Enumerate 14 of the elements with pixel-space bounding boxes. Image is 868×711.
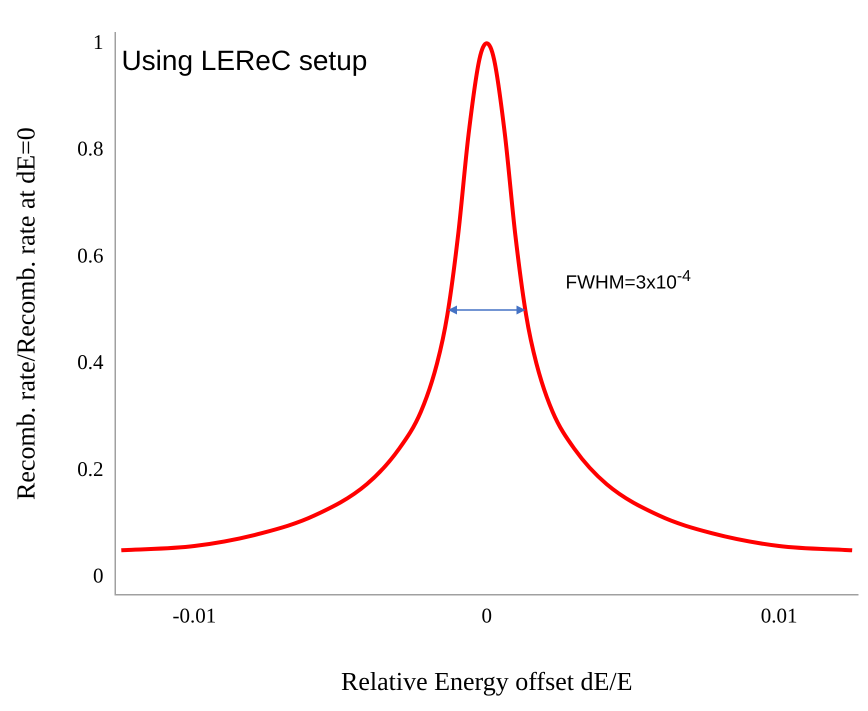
x-axis-title: Relative Energy offset dE/E <box>340 667 632 696</box>
y-tick-label: 1 <box>92 30 104 54</box>
y-axis-title: Recomb. rate/Recomb. rate at dE=0 <box>11 127 40 500</box>
x-tick-label: 0 <box>481 604 492 628</box>
x-tick-label: -0.01 <box>172 604 216 628</box>
annotation: Using LEReC setup <box>121 44 368 77</box>
y-tick-label: 0 <box>92 564 104 588</box>
annotation: FWHM=3x10$^{-4}$ <box>565 268 691 294</box>
y-tick-label: 0.4 <box>77 350 104 374</box>
y-tick-label: 0.2 <box>77 456 104 481</box>
y-tick-label: 0.8 <box>77 136 104 161</box>
x-tick-label: 0.01 <box>760 604 798 628</box>
line-series <box>119 41 854 552</box>
y-tick-label: 0.6 <box>77 243 104 268</box>
